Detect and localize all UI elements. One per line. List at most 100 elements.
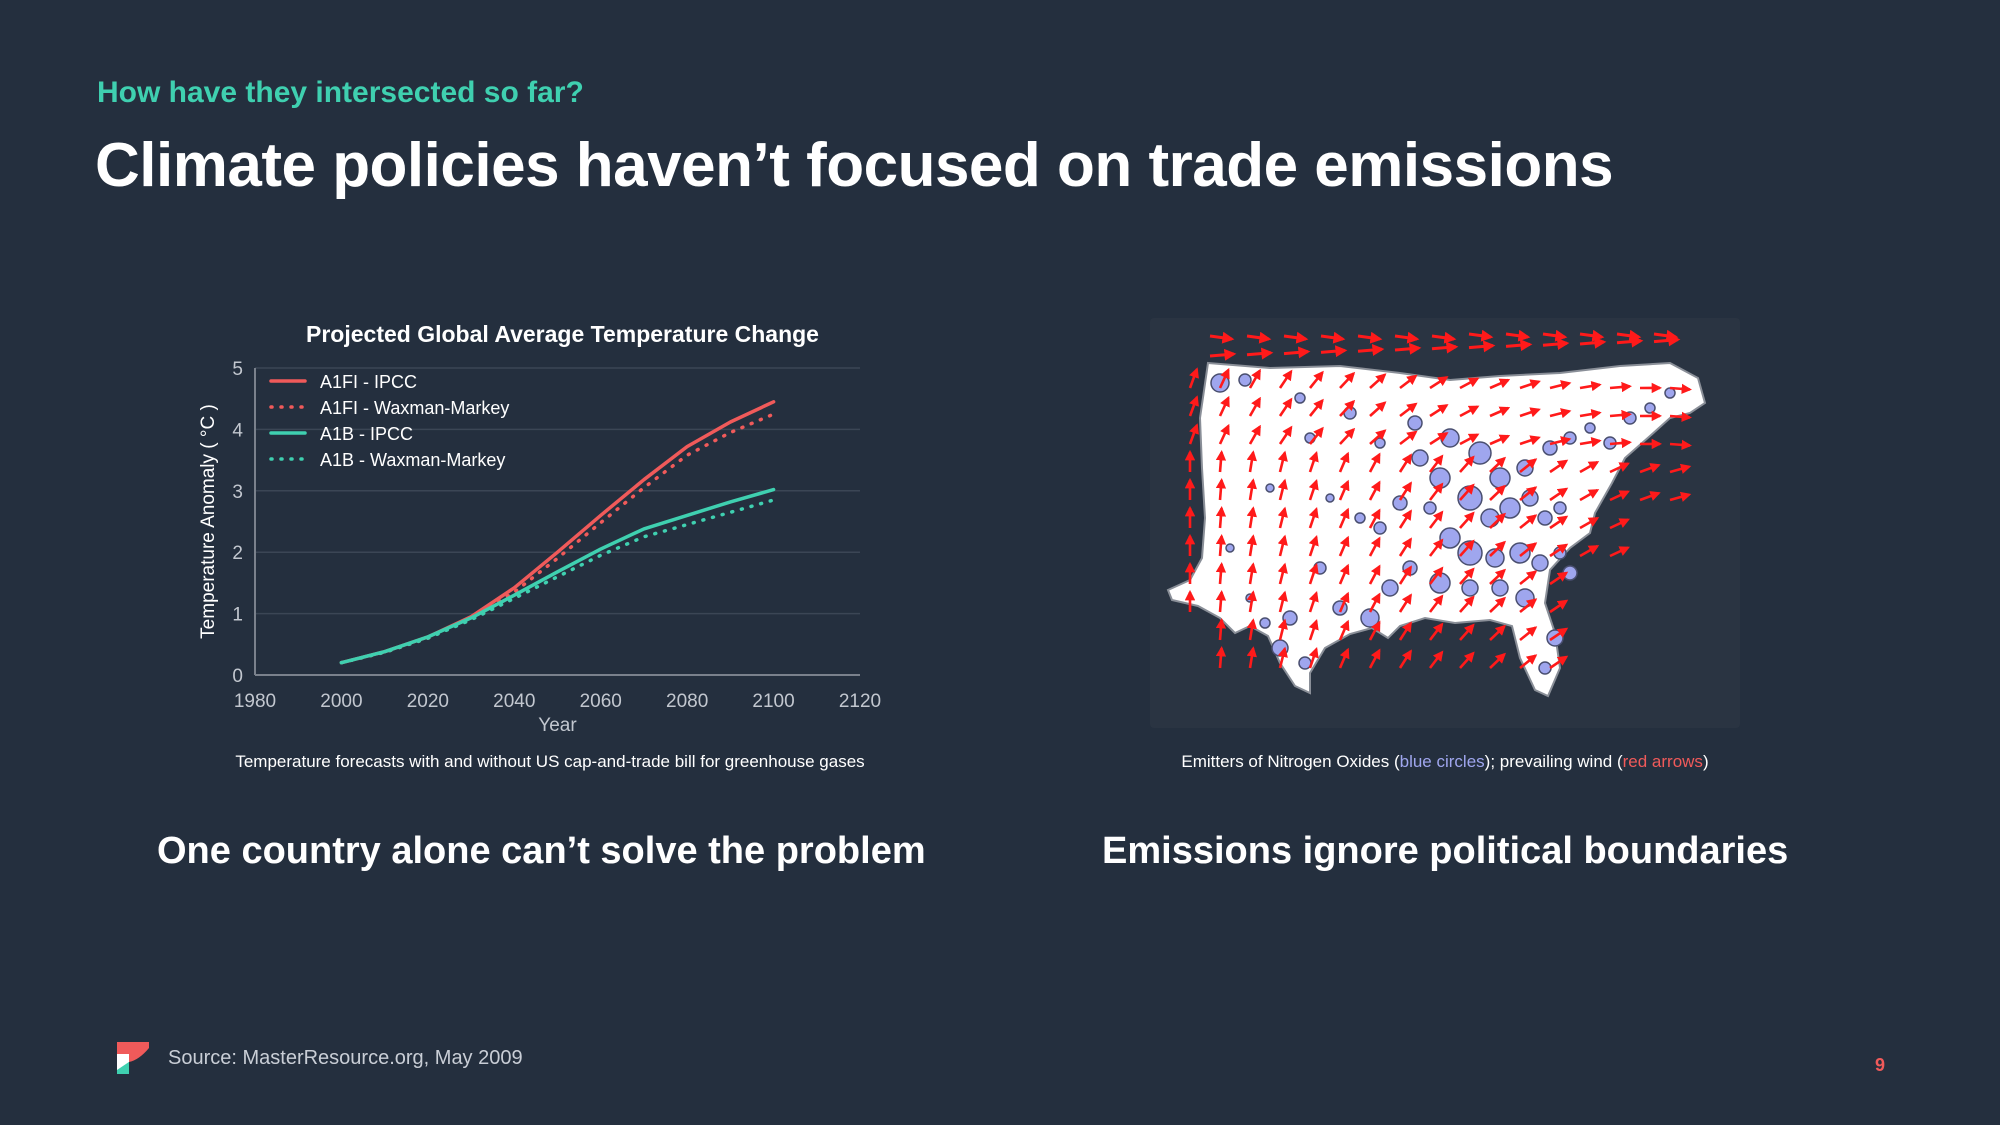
wind-arrow — [1542, 338, 1570, 350]
wind-arrow — [1669, 411, 1692, 423]
source-note: Source: MasterResource.org, May 2009 — [168, 1047, 523, 1069]
wind-arrow — [1308, 370, 1324, 389]
wind-arrow — [1394, 331, 1420, 344]
wind-arrow — [1609, 462, 1630, 474]
emitter-circle — [1489, 467, 1511, 489]
wind-arrow — [1429, 376, 1449, 390]
wind-arrow — [1549, 571, 1569, 586]
wind-arrow — [1368, 480, 1381, 501]
wind-arrow — [1489, 512, 1507, 529]
wind-arrow — [1338, 535, 1350, 557]
wind-arrow — [1277, 562, 1288, 585]
emitter-circle — [1439, 527, 1461, 549]
wind-arrow — [1459, 405, 1480, 418]
wind-arrow — [1399, 374, 1418, 390]
wind-arrow — [1338, 507, 1350, 529]
wind-arrow — [1248, 424, 1261, 445]
emitter-circle — [1542, 440, 1558, 456]
wind-arrow — [1489, 484, 1507, 501]
emitter-circle — [1429, 572, 1451, 594]
emitter-circle — [1238, 373, 1252, 387]
wind-arrow — [1428, 622, 1444, 641]
emitter-circle — [1294, 392, 1306, 404]
wind-arrow — [1188, 395, 1199, 417]
slide-title: Climate policies haven’t focused on trad… — [95, 131, 1614, 200]
wind-arrow — [1579, 408, 1602, 420]
wind-arrow — [1394, 342, 1422, 355]
wind-arrow — [1248, 368, 1261, 389]
emitter-circle — [1491, 579, 1509, 597]
wind-arrow — [1639, 491, 1661, 502]
wind-arrow — [1338, 591, 1350, 613]
y-tick-label: 1 — [232, 605, 243, 626]
wind-arrow — [1188, 367, 1199, 389]
x-tick-label: 2020 — [407, 691, 449, 712]
brand-logo-icon — [117, 1042, 149, 1074]
x-axis-label: Year — [538, 715, 577, 736]
wind-arrow — [1308, 563, 1319, 585]
wind-arrow — [1489, 624, 1507, 641]
wind-arrow — [1549, 515, 1569, 530]
wind-arrow — [1459, 539, 1475, 557]
wind-arrow — [1277, 590, 1288, 613]
wind-arrow — [1669, 439, 1692, 451]
wind-arrow — [1549, 599, 1569, 614]
emitter-circle — [1480, 508, 1500, 528]
legend-entry: A1B - IPCC — [320, 424, 413, 444]
wind-arrow — [1218, 395, 1230, 417]
wind-arrow — [1616, 335, 1644, 348]
x-tick-label: 2040 — [493, 691, 535, 712]
wind-arrow — [1549, 627, 1569, 642]
emitter-circle — [1537, 510, 1553, 526]
wind-arrow — [1278, 369, 1293, 389]
wind-arrow — [1399, 402, 1418, 418]
wind-arrow — [1368, 508, 1381, 529]
wind-arrow — [1277, 534, 1288, 557]
temperature-chart: Projected Global Average Temperature Cha… — [198, 321, 881, 736]
wind-arrow — [1489, 540, 1507, 557]
x-tick-label: 2100 — [752, 691, 794, 712]
wind-arrow — [1339, 427, 1356, 445]
wind-arrow — [1308, 535, 1319, 557]
wind-arrows — [1184, 329, 1692, 670]
wind-arrow — [1248, 396, 1261, 417]
wind-arrow — [1368, 620, 1381, 641]
wind-arrow — [1398, 621, 1412, 641]
wind-arrow — [1338, 479, 1350, 501]
emitter-circle — [1538, 661, 1552, 675]
wind-arrow — [1579, 336, 1607, 349]
map-caption-red: red arrows — [1622, 752, 1703, 771]
right-subhead: Emissions ignore political boundaries — [1102, 830, 1789, 872]
legend-entry: A1FI - IPCC — [320, 372, 417, 392]
x-tick-label: 1980 — [234, 691, 276, 712]
wind-arrow — [1519, 514, 1538, 530]
wind-arrow — [1308, 398, 1324, 417]
wind-arrow — [1246, 478, 1257, 501]
wind-arrow — [1459, 377, 1480, 390]
wind-arrow — [1308, 451, 1319, 473]
wind-arrow — [1669, 463, 1692, 474]
emitter-circle — [1440, 428, 1460, 448]
wind-arrow — [1215, 646, 1227, 669]
wind-arrow — [1368, 564, 1381, 585]
wind-arrow — [1519, 435, 1541, 446]
wind-arrow — [1519, 570, 1538, 586]
emitter-circle — [1407, 415, 1423, 431]
emitter-circle — [1259, 617, 1271, 629]
wind-arrow — [1459, 455, 1475, 473]
wind-arrow — [1398, 537, 1412, 557]
y-tick-label: 0 — [232, 666, 243, 687]
wind-arrow — [1459, 433, 1480, 446]
wind-arrow — [1246, 590, 1257, 613]
wind-arrow — [1308, 647, 1319, 669]
wind-arrow — [1519, 486, 1538, 502]
wind-arrow — [1579, 544, 1600, 558]
map-panel — [1150, 318, 1740, 728]
wind-arrow — [1549, 543, 1569, 558]
emitter-circle — [1468, 441, 1492, 465]
emitter-circle — [1373, 521, 1387, 535]
wind-arrow — [1277, 506, 1288, 529]
wind-arrow — [1277, 478, 1288, 501]
wind-arrow — [1489, 434, 1511, 446]
wind-arrow — [1468, 340, 1496, 353]
